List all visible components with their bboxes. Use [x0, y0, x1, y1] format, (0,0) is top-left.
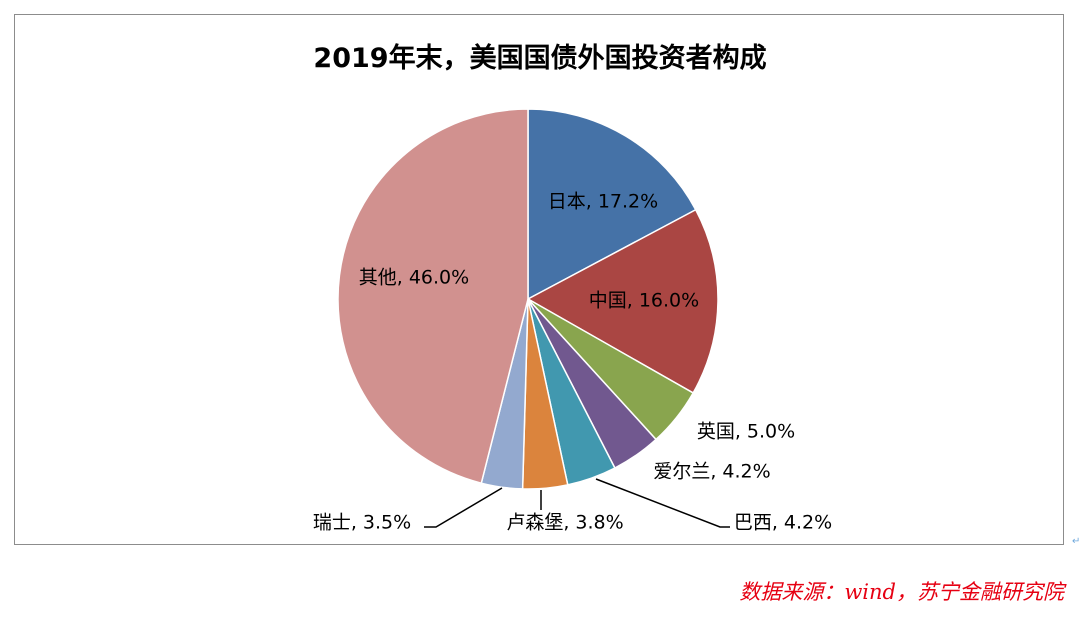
slice-label-8: 其他, 46.0% [359, 267, 469, 289]
pie-slice-1 [527, 108, 697, 301]
slice-label-7: 瑞士, 3.5% [313, 512, 411, 534]
pie-chart: 日本, 17.2% 中国, 16.0% 英国, 5.0% 爱尔兰, 4.2% 巴西, 4… [313, 108, 832, 534]
pie-slice-2 [526, 208, 719, 394]
return-mark: ↵ [1072, 536, 1080, 547]
leader-line-7 [424, 487, 503, 528]
source-note: 数据来源：wind，苏宁金融研究院 [739, 580, 1064, 604]
pie-slice-8 [337, 108, 529, 485]
slice-label-5: 巴西, 4.2% [734, 512, 832, 534]
slice-label-2: 中国, 16.0% [589, 290, 699, 312]
slice-label-4: 爱尔兰, 4.2% [653, 461, 770, 483]
slice-label-1: 日本, 17.2% [548, 191, 658, 213]
chart-title: 2019年末，美国国债外国投资者构成 [313, 43, 767, 74]
slice-label-3: 英国, 5.0% [697, 421, 795, 443]
leader-line-5 [595, 478, 730, 528]
slice-label-6: 卢森堡, 3.8% [506, 512, 623, 534]
